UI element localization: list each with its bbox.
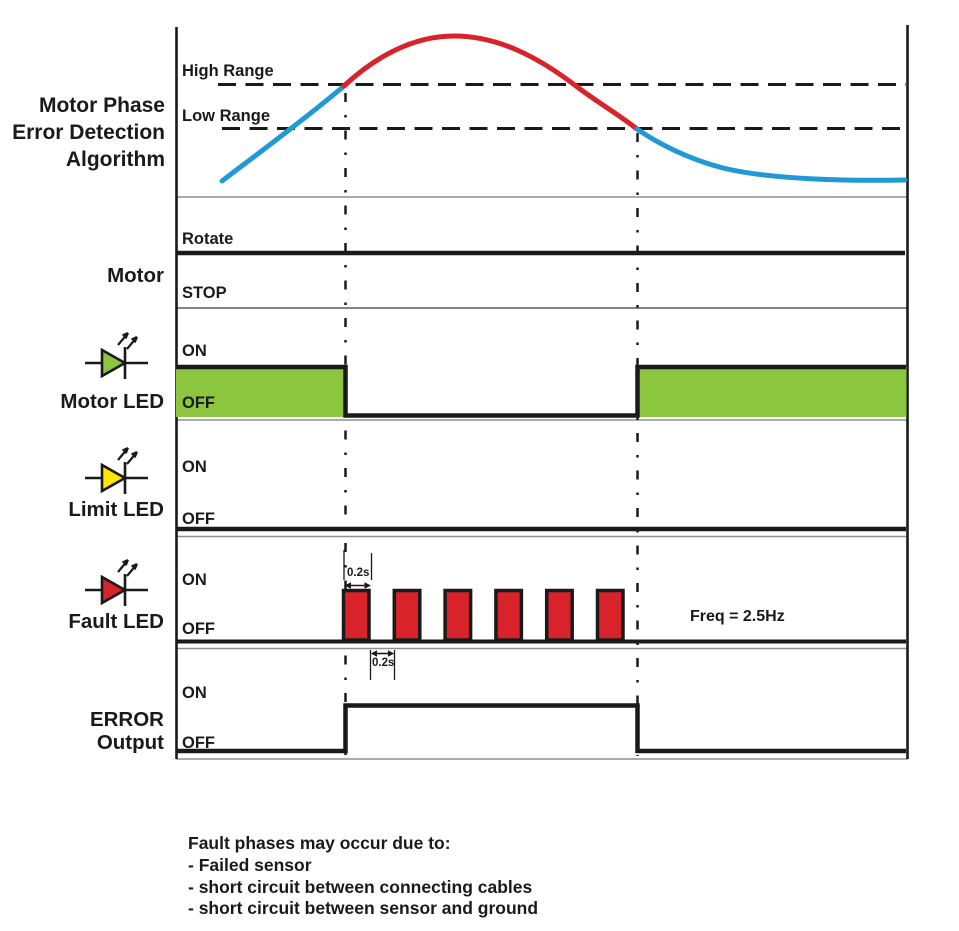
motor-stop-label: STOP (182, 284, 227, 302)
duration-arrowhead (370, 650, 377, 657)
error-curve-fault-segment (341, 33, 640, 132)
limit-led-on-label: ON (182, 458, 207, 476)
high-range-label: High Range (182, 62, 274, 80)
footer-line: - short circuit between connecting cable… (188, 876, 533, 897)
led-emission-arrow (126, 335, 139, 350)
fault-pulse (392, 588, 422, 642)
led-triangle (100, 462, 128, 494)
motor-rotate-label: Rotate (182, 230, 234, 248)
fault-led-off-label: OFF (182, 620, 215, 638)
fault-pulse (595, 588, 625, 642)
motor-led-waveform (176, 364, 906, 418)
error-output-label-line: Output (96, 731, 164, 754)
footer-line: - short circuit between sensor and groun… (188, 898, 539, 919)
motor-row-label: Motor (107, 264, 164, 287)
title-line: Error Detection (12, 121, 165, 144)
error-output-off-label: OFF (182, 734, 215, 752)
motor-led-row-label: Motor LED (60, 390, 164, 413)
title-line: Motor Phase (38, 94, 165, 117)
error-output-waveform (176, 703, 906, 754)
motor-led-on-fill-right (637, 367, 907, 417)
error-output-row-label: ERROR Output (16, 708, 164, 754)
duration-arrowhead (344, 582, 351, 589)
low-range-label: Low Range (182, 107, 271, 125)
led-emission-arrow (117, 331, 130, 346)
footer-note: Fault phases may occur due to: - Failed … (188, 833, 538, 920)
title-line: Algorithm (65, 148, 165, 171)
motor-led-on-fill-left (176, 367, 346, 417)
duration-arrowhead (388, 650, 395, 657)
fault-pulse-group (341, 588, 625, 642)
error-output-on-label: ON (182, 684, 207, 702)
error-curve-normal-rising (219, 83, 347, 184)
motor-led-off-label: OFF (182, 394, 215, 412)
frequency-label: Freq = 2.5Hz (690, 608, 785, 625)
fault-pulse (494, 588, 524, 642)
led-triangle (100, 347, 128, 379)
diagram-title: Motor Phase Error Detection Algorithm (2, 92, 165, 173)
led-emission-arrow (126, 450, 139, 465)
led-triangle (100, 574, 128, 606)
pulse-off-duration-label: 0.2s (372, 657, 395, 669)
footer-line: - Failed sensor (188, 854, 312, 875)
led-emission-arrow (117, 558, 130, 573)
motor-led-icon (85, 331, 148, 379)
pulse-on-duration-label: 0.2s (347, 567, 370, 579)
limit-led-icon (85, 446, 148, 494)
fault-pulse (341, 588, 371, 642)
motor-led-on-label: ON (182, 342, 207, 360)
error-output-label-line: ERROR (89, 708, 164, 731)
led-emission-arrow (117, 446, 130, 461)
fault-led-icon (85, 558, 148, 606)
fault-pulse (443, 588, 473, 642)
limit-led-off-label: OFF (182, 510, 215, 528)
fault-led-row-label: Fault LED (68, 610, 164, 633)
duration-arrowhead (364, 582, 371, 589)
footer-line: Fault phases may occur due to: (188, 833, 451, 853)
limit-led-row-label: Limit LED (68, 498, 164, 521)
fault-pulse (544, 588, 574, 642)
error-curve-normal-falling (634, 126, 908, 183)
fault-led-on-label: ON (182, 571, 207, 589)
led-emission-arrow (126, 562, 139, 577)
